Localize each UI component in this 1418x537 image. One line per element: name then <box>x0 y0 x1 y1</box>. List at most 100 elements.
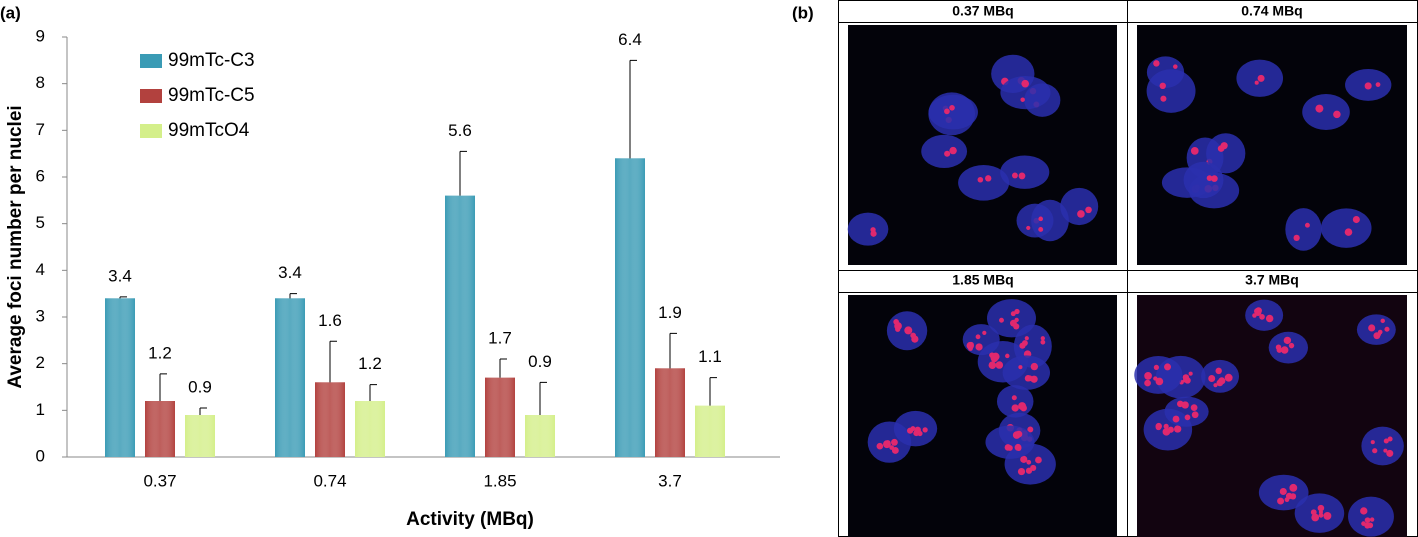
focus <box>1364 522 1371 529</box>
focus <box>995 361 1004 369</box>
focus <box>1077 210 1085 218</box>
focus <box>1182 378 1188 383</box>
error-bar <box>459 150 467 196</box>
panel-label: (b) <box>792 3 814 22</box>
focus <box>1364 517 1371 524</box>
nucleus <box>1361 426 1404 466</box>
nucleus <box>996 385 1034 418</box>
focus <box>1164 363 1172 371</box>
nucleus <box>958 165 1010 201</box>
focus <box>891 438 898 446</box>
image-title: 0.37 MBq <box>952 3 1013 19</box>
focus <box>1265 314 1274 323</box>
nucleus <box>985 425 1035 459</box>
focus <box>1190 147 1199 155</box>
focus <box>1384 326 1390 332</box>
nucleus <box>1356 314 1396 345</box>
legend-swatch <box>140 54 162 68</box>
error-bar <box>159 373 167 401</box>
nucleus <box>1285 208 1322 251</box>
focus <box>1030 362 1039 371</box>
focus <box>1254 80 1259 85</box>
focus <box>1018 172 1026 180</box>
focus <box>1035 456 1042 464</box>
nucleus <box>1002 355 1051 390</box>
error-bar <box>199 407 207 415</box>
focus <box>1318 512 1324 518</box>
focus <box>1163 423 1169 429</box>
focus <box>1012 431 1021 439</box>
data-label: 1.9 <box>658 303 682 322</box>
legend-swatch <box>140 89 162 103</box>
focus <box>894 322 902 330</box>
focus <box>1293 234 1300 241</box>
nucleus <box>1060 187 1099 226</box>
focus <box>944 150 951 157</box>
focus <box>1289 483 1298 492</box>
focus <box>1368 324 1376 332</box>
nucleus <box>962 324 1000 356</box>
focus <box>991 352 1000 361</box>
focus <box>1215 367 1222 375</box>
data-label: 0.9 <box>188 377 212 396</box>
nucleus <box>1164 396 1209 427</box>
y-tick-label: 8 <box>36 73 45 92</box>
focus <box>1020 455 1028 463</box>
focus <box>1333 110 1341 119</box>
focus <box>1159 82 1166 90</box>
focus <box>1011 395 1017 401</box>
focus <box>1021 340 1028 347</box>
image-title: 3.7 MBq <box>1245 272 1299 288</box>
focus <box>1174 425 1182 433</box>
focus <box>977 176 984 183</box>
x-tick-label: 1.85 <box>483 471 516 490</box>
image-title: 1.85 MBq <box>952 272 1013 288</box>
focus <box>1280 346 1289 354</box>
focus <box>1012 172 1018 179</box>
focus <box>1024 375 1032 382</box>
nucleus <box>928 92 976 136</box>
focus <box>1144 379 1151 387</box>
focus <box>1188 371 1193 376</box>
data-label: 1.1 <box>698 347 722 366</box>
focus <box>1220 142 1228 150</box>
focus <box>1038 227 1044 232</box>
focus <box>968 341 974 348</box>
focus <box>1040 336 1045 341</box>
focus <box>1310 509 1317 516</box>
panel-label: (a) <box>0 3 21 22</box>
focus <box>1383 448 1388 453</box>
focus <box>1279 487 1287 496</box>
focus <box>1375 82 1381 87</box>
bar-sheen <box>145 401 175 457</box>
focus <box>1315 104 1324 113</box>
focus <box>988 361 997 370</box>
focus <box>1191 411 1199 419</box>
focus <box>1020 97 1025 102</box>
focus <box>1014 317 1019 323</box>
y-tick-label: 3 <box>36 306 45 325</box>
nucleus <box>1206 133 1246 174</box>
focus <box>1184 414 1191 421</box>
focus <box>1211 175 1218 182</box>
focus <box>968 346 973 351</box>
focus <box>1027 426 1034 433</box>
focus <box>975 334 981 340</box>
focus <box>1352 216 1360 224</box>
error-bar <box>329 340 337 383</box>
focus <box>1173 64 1178 69</box>
focus <box>1304 222 1310 228</box>
data-label: 3.4 <box>108 266 132 285</box>
focus <box>1014 308 1020 315</box>
focus <box>1386 449 1394 457</box>
focus <box>1213 383 1218 388</box>
x-axis-title: Activity (MBq) <box>406 509 534 530</box>
data-label: 6.4 <box>618 30 642 49</box>
legend-swatch <box>140 124 162 138</box>
focus <box>1288 342 1295 349</box>
focus <box>985 175 992 182</box>
y-tick-label: 2 <box>36 353 45 372</box>
nucleus <box>1268 331 1309 364</box>
data-label: 5.6 <box>448 121 472 140</box>
